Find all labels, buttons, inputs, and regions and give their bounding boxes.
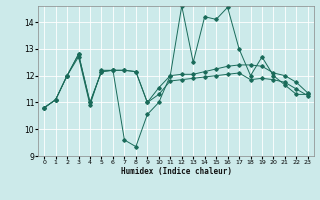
X-axis label: Humidex (Indice chaleur): Humidex (Indice chaleur) [121, 167, 231, 176]
